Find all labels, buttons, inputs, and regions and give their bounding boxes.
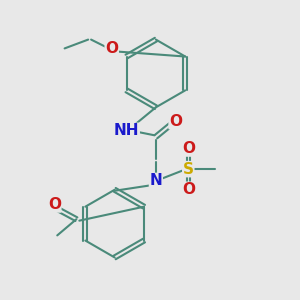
Text: NH: NH <box>114 123 139 138</box>
Text: O: O <box>182 141 195 156</box>
Text: N: N <box>149 173 162 188</box>
Text: O: O <box>169 114 182 129</box>
Text: S: S <box>183 162 194 177</box>
Text: O: O <box>182 182 195 197</box>
Text: O: O <box>105 41 118 56</box>
Text: O: O <box>48 197 61 212</box>
